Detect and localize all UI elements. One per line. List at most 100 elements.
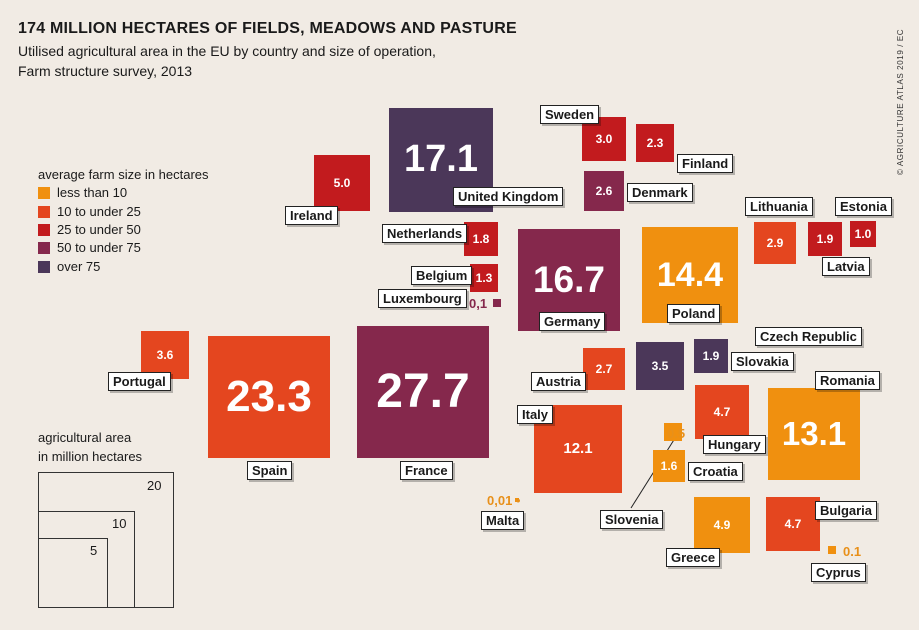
chart-subtitle-line-1: Utilised agricultural area in the EU by … [18, 43, 436, 59]
country-label-spain: Spain [247, 461, 293, 480]
value-label-cyprus: 0.1 [843, 544, 862, 559]
value-label-slovenia: 0.5 [667, 426, 686, 441]
country-square-cyprus [828, 546, 836, 554]
value-label-finland: 2.3 [646, 135, 664, 150]
value-label-malta: 0,01 • [487, 493, 521, 508]
value-label-sweden: 3.0 [595, 131, 613, 146]
country-label-estonia: Estonia [835, 197, 892, 216]
legend-swatch [38, 261, 50, 273]
country-label-lithuania: Lithuania [745, 197, 813, 216]
country-square-spain [208, 336, 330, 458]
size-legend-square-5 [38, 538, 108, 608]
size-legend-label-10: 10 [112, 516, 127, 531]
value-label-united-kingdom: 17.1 [404, 138, 478, 181]
country-label-croatia: Croatia [688, 462, 743, 481]
country-label-germany: Germany [539, 312, 606, 331]
value-label-lithuania: 2.9 [766, 235, 784, 250]
country-square-slovakia [693, 338, 729, 374]
country-label-portugal: Portugal [108, 372, 171, 391]
legend-swatch [38, 206, 50, 218]
country-label-denmark: Denmark [627, 183, 693, 202]
country-square-netherlands [464, 222, 498, 256]
country-label-cyprus: Cyprus [811, 563, 866, 582]
country-label-poland: Poland [667, 304, 721, 323]
chart-title: 174 MILLION HECTARES OF FIELDS, MEADOWS … [18, 20, 517, 37]
country-square-luxembourg [493, 299, 501, 307]
size-legend-title-1: agricultural area [38, 430, 132, 445]
country-label-romania: Romania [815, 371, 880, 390]
value-label-austria: 2.7 [595, 361, 613, 376]
country-label-austria: Austria [531, 372, 586, 391]
country-label-ireland: Ireland [285, 206, 338, 225]
value-label-greece: 4.9 [713, 517, 731, 532]
legend-item-less-than-10: less than 10 [38, 186, 127, 200]
country-label-latvia: Latvia [822, 257, 870, 276]
value-label-romania: 13.1 [781, 415, 847, 453]
chart-subtitle-line-2: Farm structure survey, 2013 [18, 63, 193, 79]
country-label-finland: Finland [677, 154, 734, 173]
legend-item-10-to-25: 10 to under 25 [38, 205, 141, 219]
country-label-luxembourg: Luxembourg [378, 289, 467, 308]
value-label-croatia: 1.6 [660, 458, 678, 473]
country-square-denmark [583, 170, 625, 212]
country-square-romania [768, 388, 860, 480]
country-label-sweden: Sweden [540, 105, 600, 124]
size-legend-label-20: 20 [147, 478, 162, 493]
country-square-bulgaria [765, 496, 821, 552]
country-square-greece [694, 497, 750, 553]
legend-swatch [38, 224, 50, 236]
country-square-portugal [141, 331, 189, 379]
legend-item-over-75: over 75 [38, 260, 100, 274]
value-label-luxembourg: 0,1 [469, 296, 488, 311]
country-label-greece: Greece [666, 548, 721, 567]
value-label-italy: 12.1 [563, 440, 593, 457]
country-label-united-kingdom: United Kingdom [453, 187, 564, 206]
country-label-italy: Italy [517, 405, 554, 424]
country-square-france [356, 325, 490, 459]
country-label-france: France [400, 461, 453, 480]
legend-title: average farm size in hectares [38, 167, 209, 182]
value-label-slovakia: 1.9 [702, 348, 720, 363]
country-square-ireland [313, 154, 371, 212]
value-label-ireland: 5.0 [333, 175, 351, 190]
country-square-slovenia [664, 423, 682, 441]
country-square-latvia [807, 221, 843, 257]
country-square-hungary [694, 384, 750, 440]
value-label-belgium: 1.3 [475, 270, 493, 285]
value-label-czech-republic: 3.5 [651, 358, 669, 373]
country-square-finland [635, 123, 675, 163]
value-label-hungary: 4.7 [713, 404, 731, 419]
size-legend-label-5: 5 [90, 543, 98, 558]
country-square-czech-republic [636, 342, 684, 390]
country-square-belgium [469, 263, 499, 293]
country-label-slovenia: Slovenia [600, 510, 664, 529]
legend-swatch [38, 187, 50, 199]
country-label-belgium: Belgium [411, 266, 473, 285]
value-label-bulgaria: 4.7 [784, 516, 802, 531]
country-label-malta: Malta [481, 511, 525, 530]
value-label-poland: 14.4 [656, 255, 724, 294]
country-square-austria [583, 348, 625, 390]
country-square-croatia [653, 450, 685, 482]
value-label-france: 27.7 [376, 365, 470, 419]
country-square-malta [515, 498, 519, 502]
legend-swatch [38, 242, 50, 254]
country-label-czech-republic: Czech Republic [755, 327, 862, 346]
country-square-estonia [850, 221, 876, 247]
legend-item-50-to-75: 50 to under 75 [38, 241, 141, 255]
value-label-denmark: 2.6 [595, 183, 613, 198]
value-label-spain: 23.3 [226, 371, 312, 421]
legend-item-25-to-50: 25 to under 50 [38, 223, 141, 237]
value-label-netherlands: 1.8 [472, 231, 490, 246]
value-label-estonia: 1.0 [854, 226, 872, 241]
country-label-netherlands: Netherlands [382, 224, 468, 243]
country-label-bulgaria: Bulgaria [815, 501, 878, 520]
country-label-slovakia: Slovakia [731, 352, 794, 371]
country-square-lithuania [753, 221, 797, 265]
value-label-latvia: 1.9 [816, 231, 834, 246]
value-label-germany: 16.7 [532, 258, 605, 300]
country-square-sweden [582, 117, 626, 161]
size-legend-title-2: in million hectares [38, 449, 143, 464]
country-label-hungary: Hungary [703, 435, 766, 454]
value-label-portugal: 3.6 [156, 347, 174, 362]
